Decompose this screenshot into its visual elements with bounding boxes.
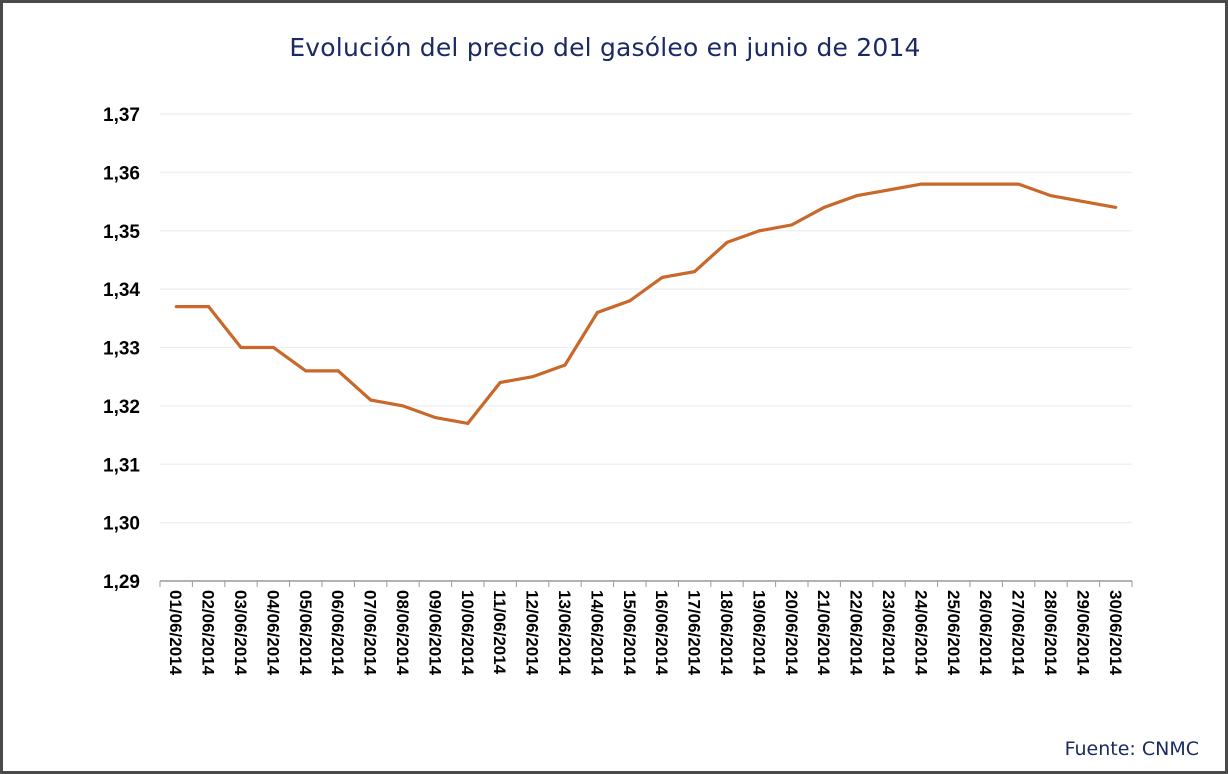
chart-title: Evolución del precio del gasóleo en juni…: [289, 33, 921, 62]
y-tick-label: 1,32: [103, 397, 140, 418]
x-tick-label: 23/06/2014: [879, 590, 898, 676]
gridlines: [160, 113, 1132, 524]
x-tick-label: 19/06/2014: [749, 590, 768, 676]
x-tick-label: 02/06/2014: [199, 590, 218, 676]
x-tick-label: 11/06/2014: [490, 590, 509, 675]
x-tick-label: 30/06/2014: [1106, 590, 1125, 676]
y-axis-tick-labels: 1,29 1,30 1,31 1,32 1,33 1,34 1,35 1,36 1,37: [103, 105, 140, 593]
data-point: [1049, 194, 1053, 198]
line-chart: 1,29 1,30 1,31 1,32 1,33 1,34 1,35 1,36 1,37 01/…: [103, 105, 1133, 676]
data-point: [919, 182, 923, 186]
x-axis: [159, 580, 1133, 587]
x-tick-label: 03/06/2014: [231, 590, 250, 676]
data-point: [628, 299, 632, 303]
y-tick-label: 1,35: [103, 222, 140, 243]
x-tick-label: 04/06/2014: [263, 590, 282, 676]
y-tick-label: 1,36: [103, 163, 140, 184]
y-tick-label: 1,37: [103, 105, 140, 126]
data-point: [790, 223, 794, 227]
x-tick-label: 28/06/2014: [1041, 590, 1060, 676]
data-point: [271, 346, 275, 349]
y-tick-label: 1,34: [103, 280, 140, 301]
x-tick-label: 01/06/2014: [166, 590, 185, 676]
data-point: [401, 404, 405, 408]
x-tick-label: 20/06/2014: [782, 590, 801, 676]
x-tick-label: 18/06/2014: [717, 590, 736, 676]
y-tick-label: 1,29: [103, 572, 140, 593]
data-point: [595, 310, 599, 314]
data-point: [952, 182, 956, 186]
x-tick-label: 16/06/2014: [652, 590, 671, 676]
data-point: [822, 205, 826, 209]
chart-frame: Evolución del precio del gasóleo en juni…: [3, 3, 1225, 771]
data-point: [563, 363, 567, 367]
data-point: [531, 375, 535, 379]
x-tick-label: 22/06/2014: [847, 590, 866, 676]
data-point: [693, 270, 697, 274]
x-tick-label: 17/06/2014: [685, 590, 704, 676]
x-tick-label: 14/06/2014: [587, 590, 606, 676]
x-tick-label: 25/06/2014: [944, 590, 963, 676]
x-tick-label: 26/06/2014: [976, 590, 995, 676]
data-point: [239, 346, 243, 349]
data-point: [466, 421, 470, 425]
data-point: [1017, 182, 1021, 186]
x-tick-label: 05/06/2014: [296, 590, 315, 676]
series-layer: [174, 182, 1118, 426]
y-tick-label: 1,31: [103, 455, 140, 476]
x-tick-label: 13/06/2014: [555, 590, 574, 676]
data-point: [369, 398, 373, 402]
x-tick-label: 09/06/2014: [425, 590, 444, 676]
data-point: [984, 182, 988, 186]
data-point: [207, 305, 211, 309]
x-tick-label: 15/06/2014: [620, 590, 639, 676]
data-point: [304, 369, 308, 373]
x-tick-label: 21/06/2014: [814, 590, 833, 676]
series-line: [176, 182, 1117, 426]
x-tick-label: 07/06/2014: [361, 590, 380, 676]
y-tick-label: 1,30: [103, 514, 140, 535]
x-tick-label: 12/06/2014: [523, 590, 542, 676]
x-axis-tick-labels: 01/06/2014 02/06/2014 03/06/2014 04/06/2014…: [166, 590, 1125, 676]
data-point: [498, 381, 502, 385]
source-note: Fuente: CNMC: [1064, 738, 1199, 760]
y-tick-label: 1,33: [103, 339, 140, 360]
x-tick-label: 10/06/2014: [458, 590, 477, 676]
x-tick-label: 27/06/2014: [1009, 590, 1028, 676]
x-tick-label: 29/06/2014: [1073, 590, 1092, 676]
data-point: [660, 275, 664, 279]
data-point: [174, 305, 178, 309]
data-point: [887, 188, 891, 192]
data-point: [433, 416, 437, 420]
data-point: [1081, 200, 1085, 204]
data-point: [757, 229, 761, 233]
x-tick-label: 24/06/2014: [911, 590, 930, 676]
x-tick-label: 08/06/2014: [393, 590, 412, 676]
data-point: [855, 194, 859, 198]
x-tick-label: 06/06/2014: [328, 590, 347, 676]
data-point: [725, 240, 729, 244]
data-point: [336, 369, 340, 373]
data-point: [1114, 205, 1118, 209]
